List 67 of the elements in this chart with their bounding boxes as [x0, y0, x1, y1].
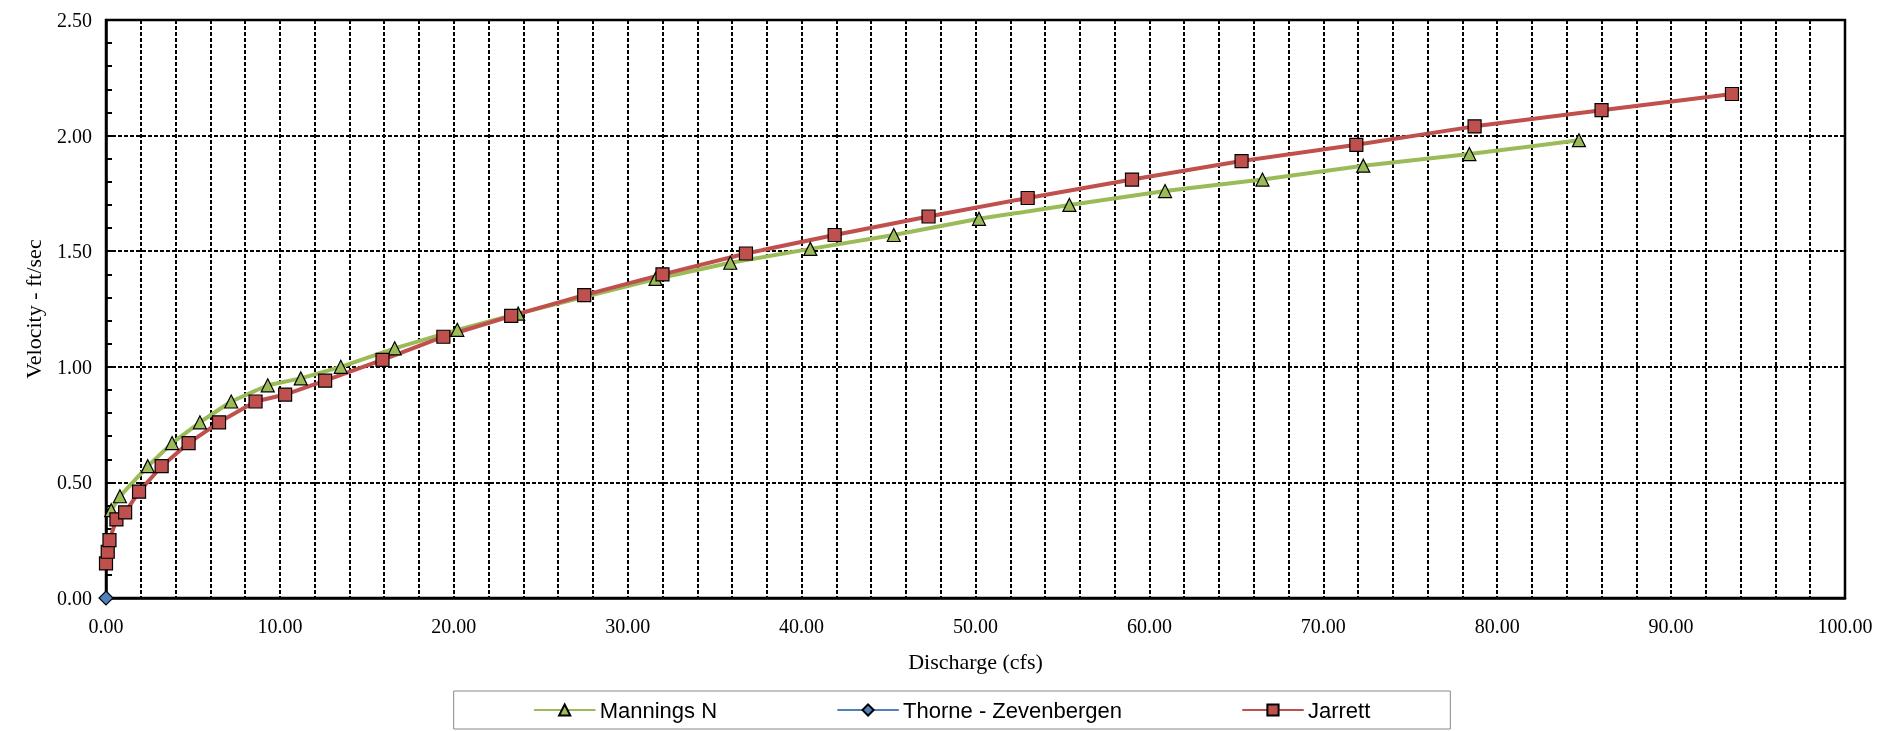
- point: [1462, 147, 1477, 162]
- point: [260, 378, 275, 393]
- point: [1356, 158, 1371, 173]
- point: [118, 505, 133, 520]
- point: [886, 227, 901, 243]
- x-tick-label: 100.00: [1817, 615, 1873, 637]
- point: [1020, 190, 1035, 206]
- point: [1124, 172, 1140, 187]
- point: [1349, 137, 1364, 152]
- point: [436, 329, 451, 344]
- y-tick-label: 0.50: [57, 471, 92, 494]
- point: [112, 489, 128, 504]
- point: [131, 484, 147, 499]
- point: [921, 209, 936, 224]
- x-tick-label: 80.00: [1474, 615, 1520, 637]
- point: [192, 415, 208, 430]
- legend-label: Mannings N: [599, 697, 718, 723]
- legend-label: Jarrett: [1307, 697, 1371, 723]
- point: [140, 459, 155, 474]
- y-tick-label: 1.00: [57, 355, 92, 378]
- point: [387, 341, 402, 356]
- x-tick-label: 90.00: [1648, 615, 1694, 637]
- y-axis-title: Velocity - ft/sec: [20, 239, 46, 379]
- point: [1467, 119, 1482, 134]
- y-tick-label: 0.00: [57, 587, 92, 609]
- x-tick-label: 60.00: [1126, 615, 1172, 637]
- point: [98, 590, 114, 606]
- point: [181, 436, 196, 451]
- x-tick-label: 50.00: [953, 615, 998, 637]
- x-axis-title: Discharge (cfs): [908, 648, 1043, 674]
- point: [738, 246, 754, 261]
- y-tick-label: 1.50: [57, 240, 92, 263]
- point: [375, 352, 390, 367]
- point: [293, 371, 308, 386]
- y-tick-label: 2.50: [57, 9, 92, 31]
- point: [278, 387, 293, 402]
- point: [164, 436, 180, 451]
- point: [1062, 197, 1077, 213]
- x-tick-label: 70.00: [1300, 615, 1346, 637]
- point: [333, 359, 348, 374]
- point: [803, 241, 818, 256]
- legend-label: Thorne - Zevenbergen: [903, 697, 1122, 723]
- point: [318, 373, 333, 388]
- point: [504, 308, 519, 324]
- point: [1234, 153, 1249, 169]
- point: [1594, 103, 1609, 118]
- point: [1571, 133, 1587, 148]
- point: [1157, 183, 1173, 199]
- point: [1255, 172, 1270, 187]
- point: [248, 394, 263, 409]
- point: [723, 255, 738, 270]
- point: [154, 459, 169, 474]
- y-tick-label: 2.00: [57, 124, 92, 147]
- x-tick-label: 40.00: [779, 615, 825, 637]
- point: [655, 267, 670, 282]
- point: [577, 288, 592, 303]
- x-tick-label: 20.00: [431, 615, 477, 637]
- point: [450, 322, 465, 337]
- x-tick-label: 30.00: [605, 615, 651, 637]
- point: [827, 227, 842, 243]
- point: [102, 533, 117, 548]
- point: [211, 415, 227, 430]
- point: [224, 394, 239, 409]
- point: [971, 211, 987, 226]
- x-tick-label: 10.00: [257, 615, 303, 637]
- point: [1724, 86, 1740, 102]
- x-tick-label: 0.00: [88, 615, 124, 637]
